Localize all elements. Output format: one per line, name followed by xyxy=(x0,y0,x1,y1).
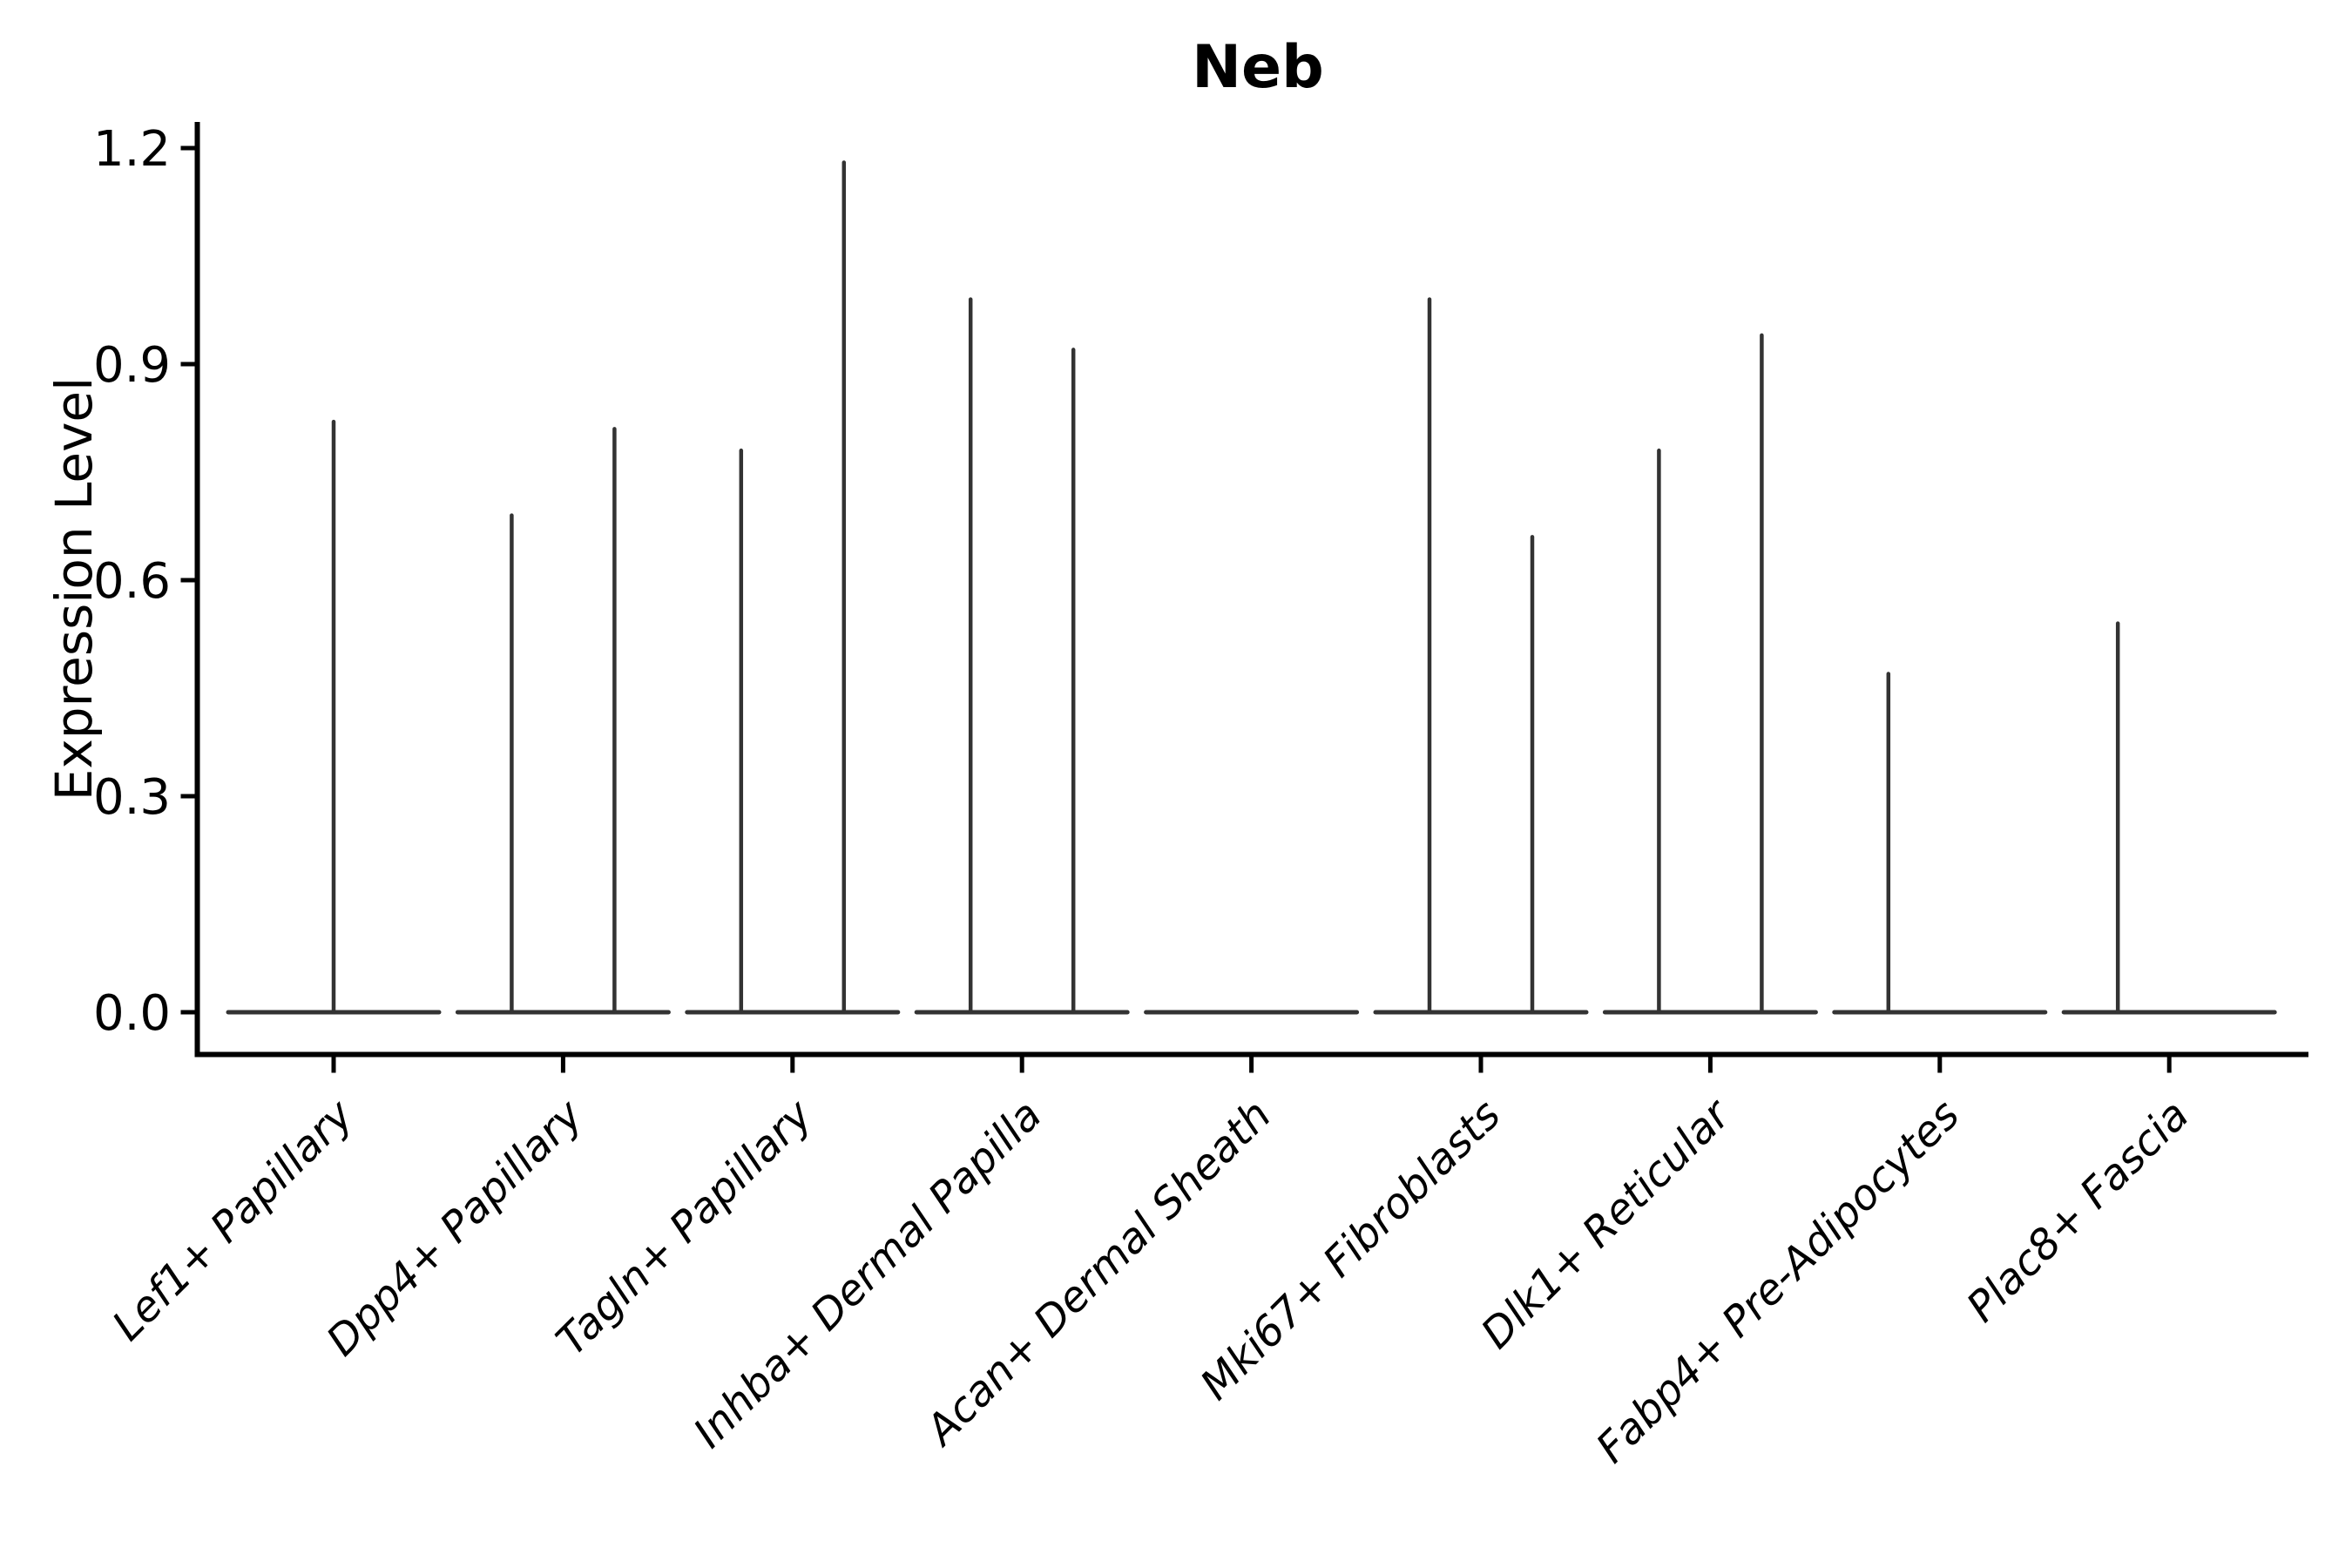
violin-3 xyxy=(685,160,901,1015)
y-tick-label: 0.9 xyxy=(93,337,171,394)
chart-title: Neb xyxy=(1192,33,1324,102)
y-tick-label: 0.6 xyxy=(93,553,171,610)
violin-1 xyxy=(226,419,442,1015)
violin-6 xyxy=(1373,297,1589,1015)
violin-8 xyxy=(1832,672,2048,1015)
violin-9 xyxy=(2061,621,2277,1015)
y-axis-ticks: 0.0 0.3 0.6 0.9 1.2 xyxy=(93,121,198,1042)
violin-4 xyxy=(914,297,1130,1015)
y-tick-label: 0.3 xyxy=(93,769,171,826)
y-tick-label: 1.2 xyxy=(93,121,171,178)
y-axis-label: Expression Level xyxy=(44,377,104,801)
violins-layer xyxy=(226,160,2277,1015)
violin-7 xyxy=(1602,333,1818,1015)
axes-spines xyxy=(194,122,2308,1058)
violin-2 xyxy=(455,427,671,1015)
y-tick-label: 0.0 xyxy=(93,985,171,1042)
